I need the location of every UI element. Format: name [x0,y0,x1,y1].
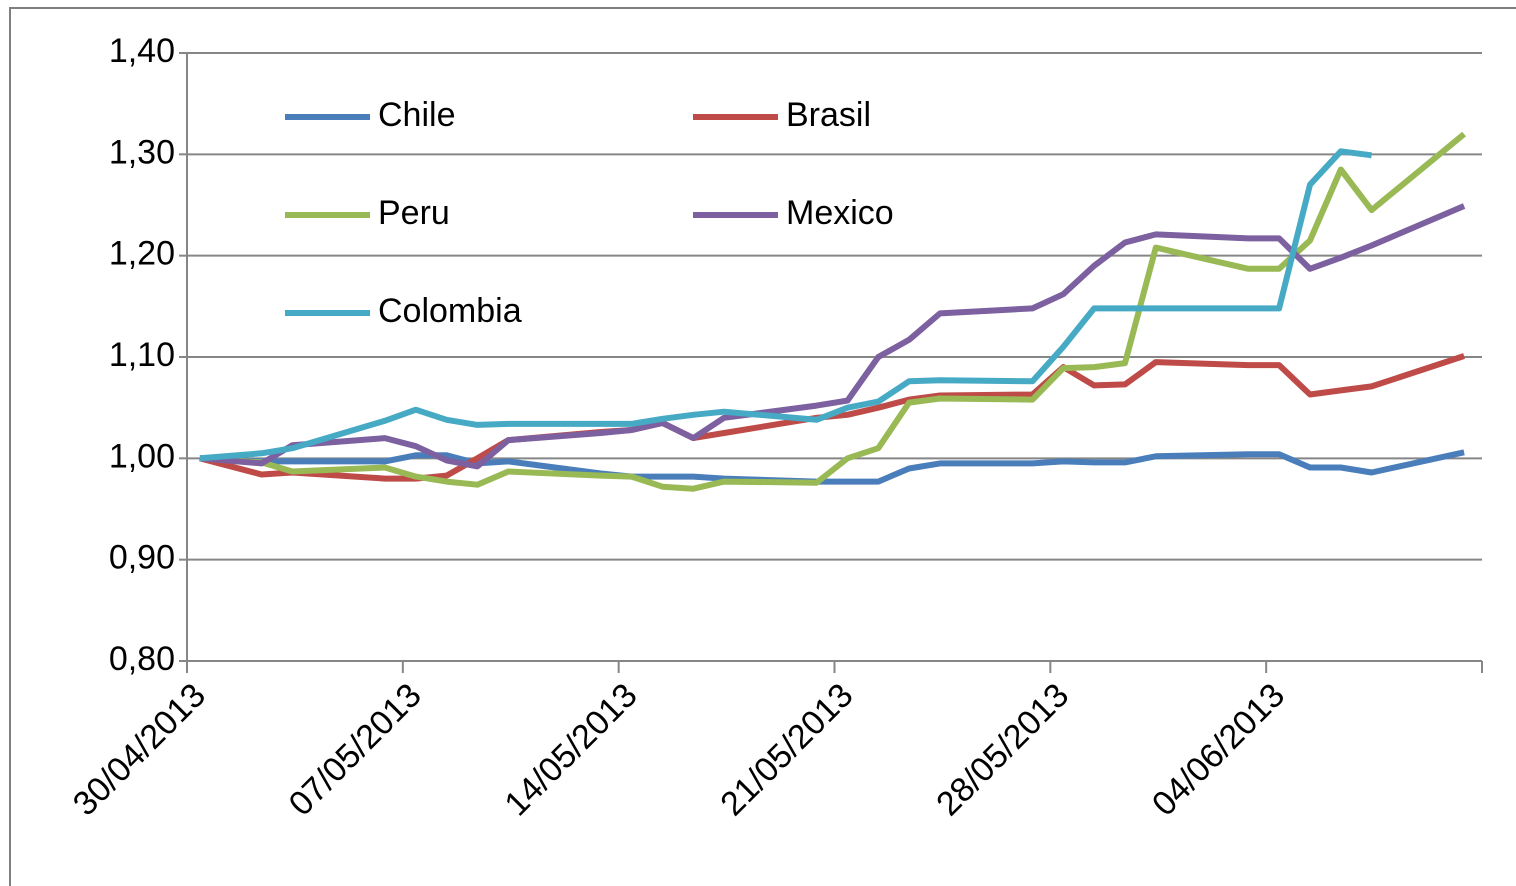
y-tick-label: 1,30 [109,133,175,171]
legend-label: Mexico [786,194,894,232]
legend-label: Chile [378,96,455,134]
series-line [199,131,1467,492]
y-tick-label: 0,90 [109,539,175,577]
y-tick-label: 0,80 [109,640,175,678]
y-tick-label: 1,00 [109,437,175,475]
legend-label: Colombia [378,292,522,330]
legend-label: Brasil [786,96,871,134]
y-tick-label: 1,40 [109,32,175,70]
legend-label: Peru [378,194,450,232]
y-tick-label: 1,20 [109,235,175,273]
series-line [199,148,1372,462]
series-line [199,203,1466,470]
y-tick-label: 1,10 [109,336,175,374]
series-line [199,353,1466,482]
